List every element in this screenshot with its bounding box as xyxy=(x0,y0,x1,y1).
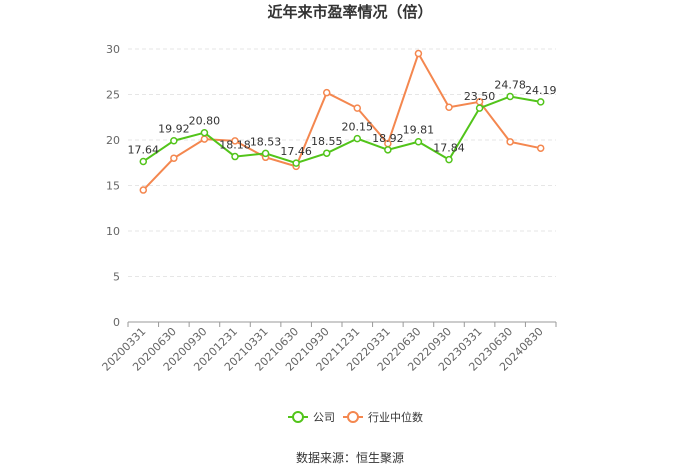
data-point-0 xyxy=(475,104,484,112)
data-label: 18.18 xyxy=(219,139,251,152)
data-point-0 xyxy=(170,136,178,145)
data-point-1 xyxy=(322,88,331,97)
x-axis: 2020033120200630202009302020123120210331… xyxy=(100,321,557,374)
y-tick-label: 25 xyxy=(106,89,120,102)
data-label: 18.53 xyxy=(250,135,282,148)
data-point-0 xyxy=(353,134,362,143)
data-point-1 xyxy=(445,103,453,111)
y-tick-label: 5 xyxy=(113,271,120,284)
data-point-0 xyxy=(261,149,270,158)
data-label: 20.15 xyxy=(342,121,374,134)
legend-industry-marker xyxy=(347,411,359,423)
data-point-0 xyxy=(506,92,514,101)
data-label: 18.92 xyxy=(372,132,404,145)
data-point-0 xyxy=(384,146,392,154)
legend[interactable]: 公司 行业中位数 xyxy=(288,410,423,424)
y-tick-label: 0 xyxy=(113,316,120,329)
data-point-1 xyxy=(353,104,362,112)
y-tick-label: 20 xyxy=(106,134,120,147)
data-label: 17.46 xyxy=(280,145,312,158)
data-label: 24.78 xyxy=(494,79,526,92)
source-note: 数据来源：恒生聚源 xyxy=(296,450,404,465)
series-line-0 xyxy=(142,95,541,165)
data-point-1 xyxy=(536,144,545,152)
data-point-1 xyxy=(231,137,239,145)
y-tick-label: 30 xyxy=(106,43,120,56)
data-label: 23.50 xyxy=(464,90,496,103)
data-point-1 xyxy=(200,135,209,143)
data-point-0 xyxy=(139,157,148,166)
data-label: 19.81 xyxy=(403,124,435,137)
series-line-1 xyxy=(142,51,541,191)
data-point-0 xyxy=(292,159,300,167)
legend-item-company[interactable]: 公司 xyxy=(288,411,335,424)
data-point-1 xyxy=(139,186,148,194)
data-point-1 xyxy=(170,154,178,162)
y-tick-label: 15 xyxy=(106,180,120,193)
data-label: 17.64 xyxy=(128,143,160,156)
legend-item-industry[interactable]: 行业中位数 xyxy=(343,410,423,424)
legend-company-label: 公司 xyxy=(313,411,335,424)
data-label: 19.92 xyxy=(158,123,190,136)
data-label: 20.80 xyxy=(189,115,221,128)
data-point-0 xyxy=(536,98,545,106)
data-point-1 xyxy=(414,49,423,58)
chart-title: 近年来市盈率情况（倍） xyxy=(267,3,432,21)
data-point-1 xyxy=(506,138,514,146)
data-point-0 xyxy=(414,137,423,146)
data-point-0 xyxy=(322,149,331,157)
series-layer xyxy=(139,49,545,194)
data-label: 18.55 xyxy=(311,135,343,148)
y-axis: 0 5 10 15 20 25 30 xyxy=(106,43,120,329)
data-point-0 xyxy=(445,155,453,164)
data-point-0 xyxy=(200,128,209,137)
legend-company-marker xyxy=(292,411,304,423)
legend-industry-label: 行业中位数 xyxy=(368,410,423,424)
data-point-0 xyxy=(231,152,239,161)
grid xyxy=(128,48,556,277)
y-tick-label: 10 xyxy=(106,225,120,238)
data-label: 24.19 xyxy=(525,84,557,97)
data-label: 17.84 xyxy=(433,142,465,155)
